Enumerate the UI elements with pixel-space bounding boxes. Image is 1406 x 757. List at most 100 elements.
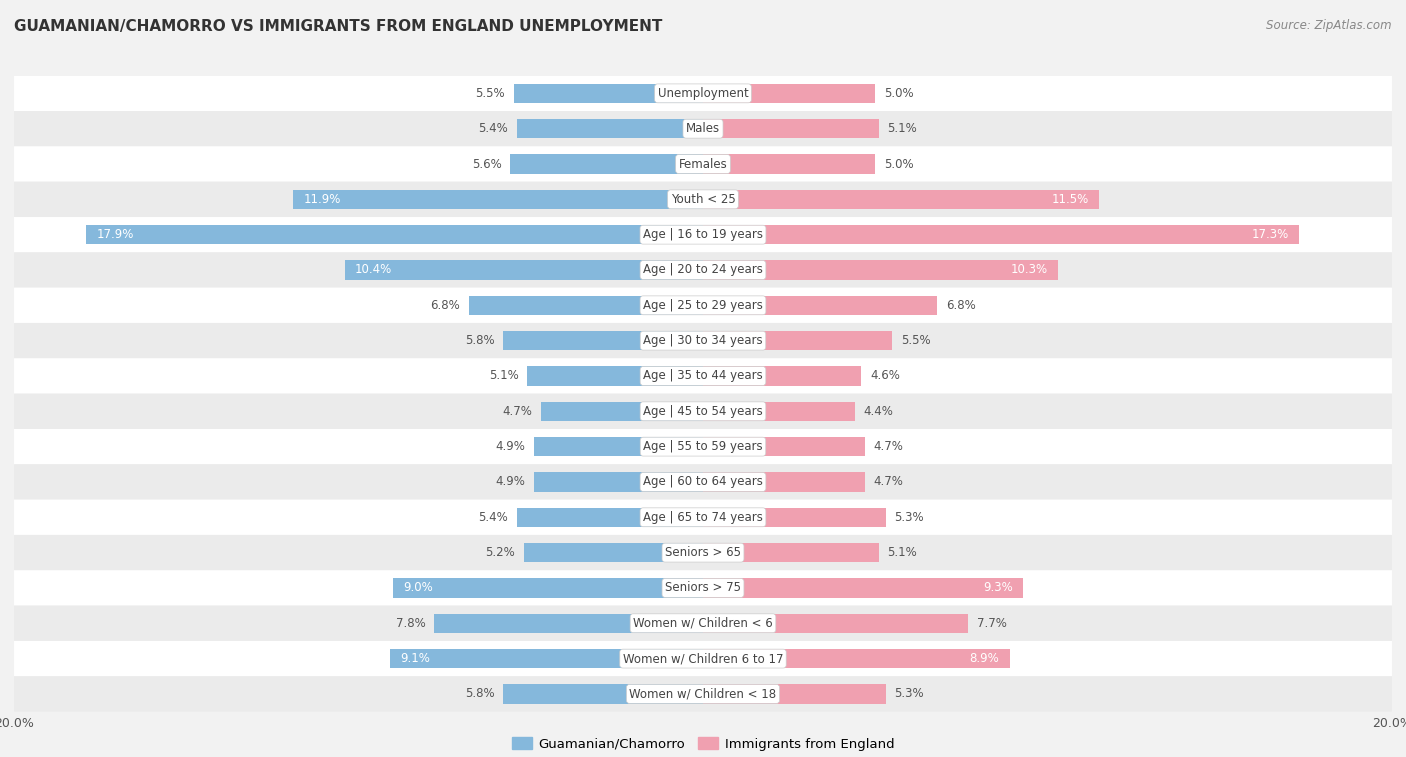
Text: 9.0%: 9.0% — [404, 581, 433, 594]
Text: GUAMANIAN/CHAMORRO VS IMMIGRANTS FROM ENGLAND UNEMPLOYMENT: GUAMANIAN/CHAMORRO VS IMMIGRANTS FROM EN… — [14, 19, 662, 34]
FancyBboxPatch shape — [14, 288, 1392, 323]
Bar — [703, 613, 969, 633]
Text: 4.9%: 4.9% — [496, 440, 526, 453]
Bar — [703, 401, 855, 421]
FancyBboxPatch shape — [14, 76, 1392, 111]
Bar — [703, 119, 879, 139]
Text: Age | 65 to 74 years: Age | 65 to 74 years — [643, 511, 763, 524]
Bar — [703, 684, 886, 704]
FancyBboxPatch shape — [14, 182, 1392, 217]
Text: 5.1%: 5.1% — [489, 369, 519, 382]
Text: 11.9%: 11.9% — [304, 193, 340, 206]
Text: Age | 55 to 59 years: Age | 55 to 59 years — [643, 440, 763, 453]
Text: 11.5%: 11.5% — [1052, 193, 1088, 206]
FancyBboxPatch shape — [14, 111, 1392, 146]
Bar — [517, 507, 703, 527]
FancyBboxPatch shape — [14, 464, 1392, 500]
Bar — [513, 83, 703, 103]
Text: 5.0%: 5.0% — [884, 157, 914, 170]
Bar — [527, 366, 703, 386]
Text: Seniors > 65: Seniors > 65 — [665, 546, 741, 559]
Text: 6.8%: 6.8% — [946, 299, 976, 312]
Text: 7.8%: 7.8% — [396, 617, 426, 630]
Text: Age | 16 to 19 years: Age | 16 to 19 years — [643, 228, 763, 241]
Text: 5.2%: 5.2% — [485, 546, 515, 559]
Bar — [503, 684, 703, 704]
Text: 9.3%: 9.3% — [983, 581, 1012, 594]
Text: Seniors > 75: Seniors > 75 — [665, 581, 741, 594]
Text: Age | 35 to 44 years: Age | 35 to 44 years — [643, 369, 763, 382]
Text: 5.6%: 5.6% — [472, 157, 502, 170]
FancyBboxPatch shape — [14, 394, 1392, 429]
Text: 5.3%: 5.3% — [894, 511, 924, 524]
Bar — [534, 472, 703, 492]
Text: 4.9%: 4.9% — [496, 475, 526, 488]
Text: 4.7%: 4.7% — [873, 475, 904, 488]
FancyBboxPatch shape — [14, 676, 1392, 712]
Text: 5.1%: 5.1% — [887, 122, 917, 136]
Text: 5.8%: 5.8% — [465, 334, 495, 347]
Text: Unemployment: Unemployment — [658, 87, 748, 100]
Bar — [703, 225, 1299, 245]
FancyBboxPatch shape — [14, 323, 1392, 358]
Text: 5.0%: 5.0% — [884, 87, 914, 100]
Text: Youth < 25: Youth < 25 — [671, 193, 735, 206]
Text: 9.1%: 9.1% — [399, 652, 430, 665]
Bar — [703, 507, 886, 527]
Bar — [703, 296, 938, 315]
Bar — [344, 260, 703, 280]
Bar — [703, 366, 862, 386]
Bar — [703, 83, 875, 103]
Text: Source: ZipAtlas.com: Source: ZipAtlas.com — [1267, 19, 1392, 32]
Text: 4.4%: 4.4% — [863, 405, 893, 418]
Text: 5.5%: 5.5% — [901, 334, 931, 347]
Text: 8.9%: 8.9% — [970, 652, 1000, 665]
Text: 5.4%: 5.4% — [478, 122, 509, 136]
FancyBboxPatch shape — [14, 252, 1392, 288]
Text: 10.3%: 10.3% — [1011, 263, 1047, 276]
Bar — [703, 190, 1099, 209]
Bar — [703, 154, 875, 173]
Bar — [292, 190, 703, 209]
Bar — [541, 401, 703, 421]
Text: 10.4%: 10.4% — [356, 263, 392, 276]
FancyBboxPatch shape — [14, 358, 1392, 394]
FancyBboxPatch shape — [14, 606, 1392, 641]
Bar — [468, 296, 703, 315]
Bar — [534, 437, 703, 456]
Text: Women w/ Children < 18: Women w/ Children < 18 — [630, 687, 776, 700]
Bar — [510, 154, 703, 173]
Bar — [703, 472, 865, 492]
Text: Males: Males — [686, 122, 720, 136]
Bar — [703, 331, 893, 350]
Text: Age | 45 to 54 years: Age | 45 to 54 years — [643, 405, 763, 418]
FancyBboxPatch shape — [14, 217, 1392, 252]
Bar — [703, 437, 865, 456]
Bar — [434, 613, 703, 633]
FancyBboxPatch shape — [14, 641, 1392, 676]
FancyBboxPatch shape — [14, 570, 1392, 606]
Text: Females: Females — [679, 157, 727, 170]
Bar — [389, 649, 703, 668]
Text: 4.6%: 4.6% — [870, 369, 900, 382]
FancyBboxPatch shape — [14, 146, 1392, 182]
Text: 17.9%: 17.9% — [97, 228, 134, 241]
Text: Age | 30 to 34 years: Age | 30 to 34 years — [643, 334, 763, 347]
Text: 5.8%: 5.8% — [465, 687, 495, 700]
Bar — [86, 225, 703, 245]
Bar — [703, 260, 1057, 280]
Text: 17.3%: 17.3% — [1251, 228, 1289, 241]
Text: Age | 20 to 24 years: Age | 20 to 24 years — [643, 263, 763, 276]
Text: 4.7%: 4.7% — [502, 405, 533, 418]
Text: 5.3%: 5.3% — [894, 687, 924, 700]
FancyBboxPatch shape — [14, 500, 1392, 535]
Text: 6.8%: 6.8% — [430, 299, 460, 312]
FancyBboxPatch shape — [14, 535, 1392, 570]
Bar — [703, 649, 1010, 668]
Text: Age | 60 to 64 years: Age | 60 to 64 years — [643, 475, 763, 488]
Legend: Guamanian/Chamorro, Immigrants from England: Guamanian/Chamorro, Immigrants from Engl… — [506, 732, 900, 755]
Bar — [703, 543, 879, 562]
Bar — [517, 119, 703, 139]
Text: Women w/ Children 6 to 17: Women w/ Children 6 to 17 — [623, 652, 783, 665]
Bar — [503, 331, 703, 350]
